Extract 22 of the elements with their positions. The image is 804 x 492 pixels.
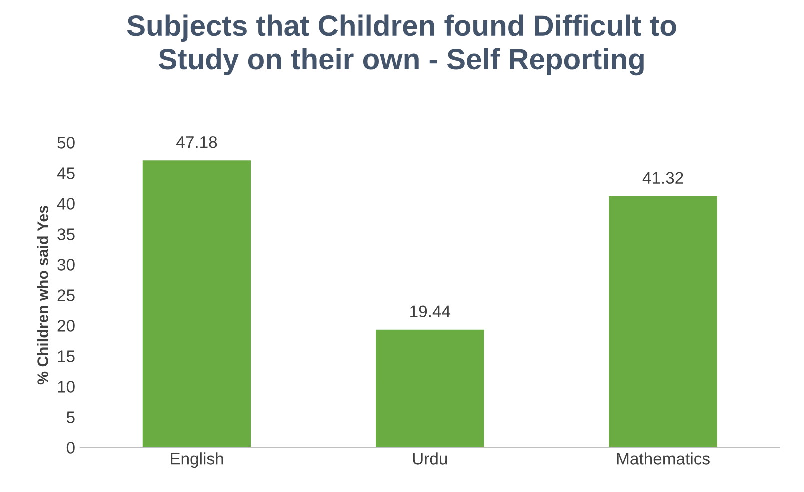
bar (141, 159, 252, 448)
y-tick-label: 45 (57, 168, 75, 180)
data-label: 41.32 (642, 172, 684, 184)
data-label: 19.44 (410, 306, 451, 318)
y-tick-label: 35 (58, 228, 75, 240)
x-tick-label: English (171, 452, 224, 468)
y-tick-label: 50 (58, 137, 75, 149)
x-tick-label: Mathematics (617, 452, 710, 465)
y-tick-label: 5 (66, 412, 75, 424)
y-tick-label: 20 (58, 320, 75, 332)
data-label: 47.18 (176, 136, 218, 148)
y-tick-label: 0 (66, 442, 75, 454)
y-tick-label: 10 (58, 381, 75, 393)
chart-title: Subjects that Children found Difficult to Study on their own - Self Reporting (127, 14, 676, 76)
y-tick-label: 15 (58, 350, 75, 362)
y-axis-title: % Children who said Yes (37, 206, 48, 385)
bar (374, 328, 486, 448)
bar (608, 194, 719, 448)
x-tick-label: Urdu (413, 452, 448, 465)
y-tick-label: 30 (58, 259, 75, 271)
y-tick-label: 40 (57, 198, 75, 210)
y-tick-label: 25 (58, 290, 75, 302)
